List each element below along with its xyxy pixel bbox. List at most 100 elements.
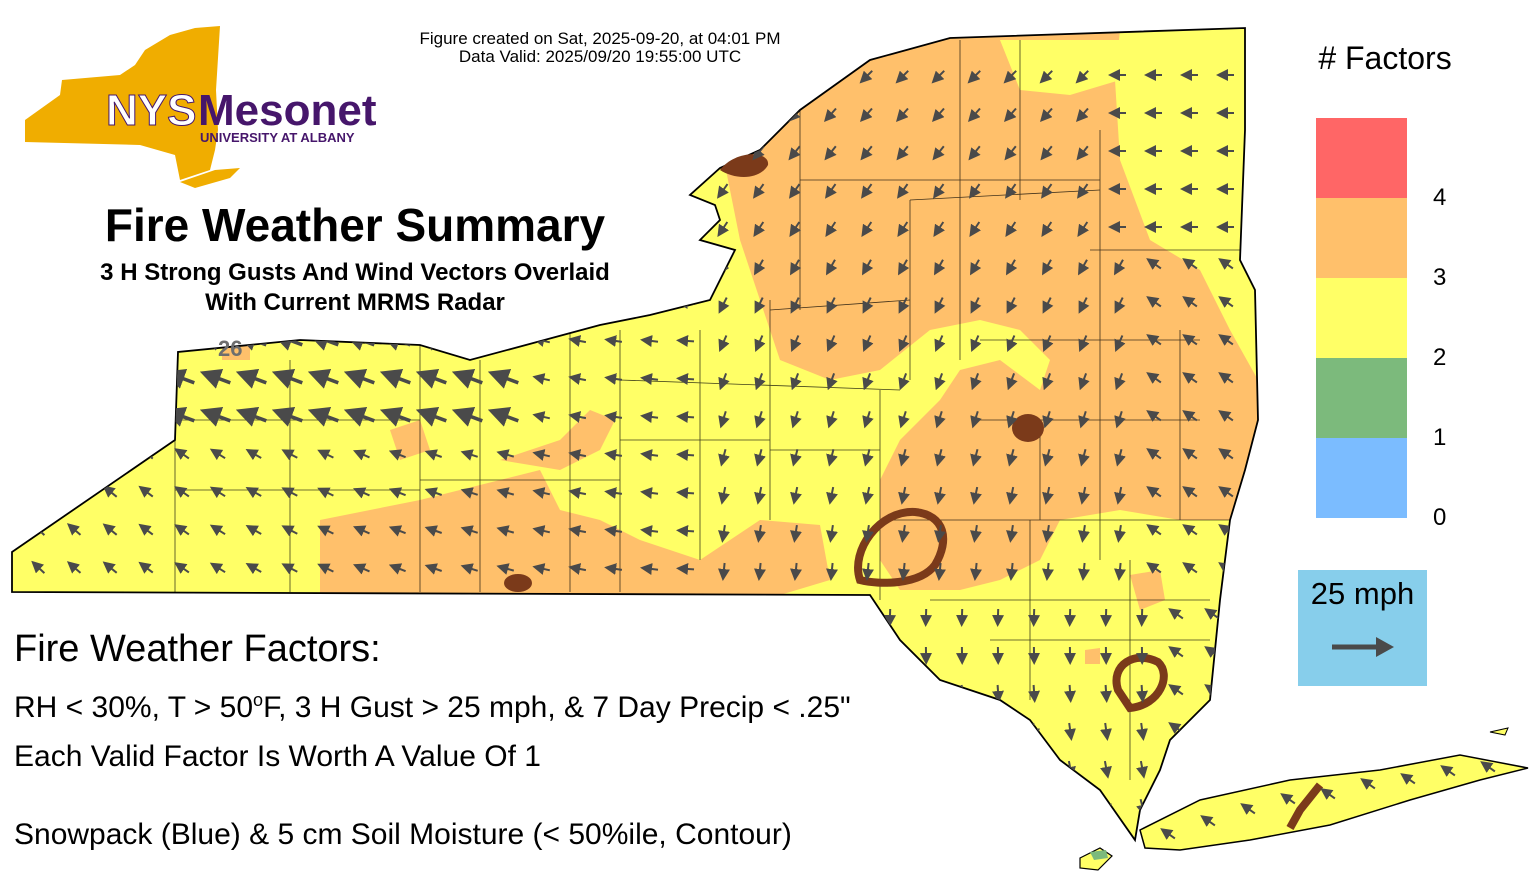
wind-vector-arrow-icon — [934, 259, 946, 276]
wind-vector-arrow-icon — [1218, 448, 1234, 460]
wind-vector-arrow-icon — [1006, 373, 1018, 391]
wind-vector-arrow-icon — [1146, 296, 1162, 308]
wind-vector-arrow-icon — [898, 297, 910, 314]
wind-vector-arrow-icon — [174, 486, 190, 498]
wind-vector-arrow-icon — [1114, 524, 1126, 543]
wind-vector-arrow-icon — [174, 448, 190, 460]
wind-vector-arrow-icon — [676, 145, 695, 157]
wind-vector-arrow-icon — [317, 449, 334, 461]
wind-vector-arrow-icon — [1136, 760, 1148, 779]
wind-vector-arrow-icon — [307, 406, 339, 427]
wind-vector-arrow-icon — [1146, 486, 1162, 498]
wind-vector-arrow-icon — [790, 410, 802, 429]
wind-vector-arrow-icon — [568, 525, 587, 537]
wind-vector-arrow-icon — [66, 485, 82, 498]
wind-vector-arrow-icon — [487, 140, 519, 161]
wind-vector-arrow-icon — [640, 487, 659, 499]
wind-vector-arrow-icon — [862, 335, 874, 352]
legend-title: # Factors — [1318, 40, 1452, 76]
wind-vector-arrow-icon — [968, 145, 981, 161]
wind-vector-arrow-icon — [568, 69, 587, 81]
wind-vector-arrow-icon — [568, 183, 587, 195]
wind-vector-arrow-icon — [1114, 448, 1126, 467]
wind-vector-arrow-icon — [163, 330, 195, 351]
snow-soil-note: Snowpack (Blue) & 5 cm Soil Moisture (< … — [14, 818, 792, 851]
wind-vector-arrow-icon — [415, 140, 447, 161]
wind-vector-arrow-icon — [969, 183, 981, 199]
wind-vector-arrow-icon — [127, 406, 159, 427]
wind-vector-arrow-icon — [640, 563, 659, 575]
wind-vector-arrow-icon — [245, 487, 262, 499]
wind-vector-arrow-icon — [992, 760, 1004, 779]
wind-vector-arrow-icon — [604, 411, 623, 423]
wind-vector-arrow-icon — [790, 297, 802, 314]
nys-mesonet-logo: NYS Mesonet UNIVERSITY AT ALBANY — [25, 26, 377, 188]
wind-vector-arrow-icon — [862, 259, 874, 276]
wind-vector-arrow-icon — [1042, 524, 1054, 543]
wind-vector-arrow-icon — [1146, 410, 1162, 422]
wind-vector-arrow-icon — [1006, 335, 1018, 352]
wind-vector-arrow-icon — [1076, 107, 1089, 122]
wind-vector-arrow-icon — [1146, 258, 1162, 270]
wind-vector-arrow-icon — [424, 525, 443, 537]
wind-vector-arrow-icon — [896, 107, 909, 122]
wind-vector-arrow-icon — [862, 410, 874, 429]
wind-vector-arrow-icon — [496, 525, 515, 537]
wind-vector-arrow-icon — [379, 64, 411, 85]
wind-vector-arrow-icon — [1204, 760, 1220, 772]
wind-vector-arrow-icon — [861, 183, 873, 199]
wind-vector-arrow-icon — [1182, 410, 1198, 422]
wind-vector-arrow-icon — [235, 368, 267, 389]
wind-vector-arrow-icon — [932, 145, 945, 161]
wind-vector-arrow-icon — [1041, 221, 1054, 238]
wind-vector-arrow-icon — [640, 411, 659, 423]
station-label: 26 — [218, 336, 242, 361]
wind-vector-arrow-icon — [898, 486, 910, 505]
wind-vector-arrow-icon — [496, 563, 515, 575]
wind-vector-arrow-icon — [1114, 335, 1126, 352]
wind-vector-arrow-icon — [451, 178, 483, 199]
wind-vector-arrow-icon — [1240, 803, 1256, 815]
wind-vector-arrow-icon — [640, 69, 659, 81]
wind-vector-arrow-icon — [898, 410, 910, 429]
wind-vector-arrow-icon — [992, 798, 1004, 817]
wind-vector-arrow-icon — [1218, 296, 1234, 308]
wind-vector-arrow-icon — [862, 486, 874, 505]
wind-vector-arrow-icon — [1042, 335, 1054, 352]
wind-vector-arrow-icon — [956, 760, 968, 779]
wind-vector-arrow-icon — [487, 64, 519, 85]
wind-vector-arrow-icon — [532, 183, 551, 195]
wind-vector-arrow-icon — [1075, 70, 1089, 84]
degree-superscript: o — [253, 690, 264, 710]
wind-vector-arrow-icon — [718, 410, 730, 429]
wind-vector-arrow-icon — [884, 684, 896, 703]
wind-vector-arrow-icon — [1480, 761, 1496, 773]
wind-vector-arrow-icon — [1182, 372, 1198, 384]
wind-vector-arrow-icon — [859, 70, 873, 84]
wind-vector-arrow-icon — [1114, 297, 1126, 314]
wind-vector-arrow-icon — [920, 684, 932, 703]
wind-vector-arrow-icon — [451, 64, 483, 85]
wind-vector-arrow-icon — [388, 449, 406, 461]
wind-vector-arrow-icon — [932, 107, 945, 122]
wind-vector-arrow-icon — [138, 523, 154, 536]
wind-vector-arrow-icon — [66, 561, 82, 574]
wind-vector-arrow-icon — [209, 486, 226, 499]
wind-vector-arrow-icon — [424, 487, 443, 499]
wind-vector-arrow-icon — [754, 486, 766, 505]
wind-vector-arrow-icon — [604, 107, 623, 119]
factors-worth: Each Valid Factor Is Worth A Value Of 1 — [14, 740, 541, 773]
wind-vector-arrow-icon — [532, 373, 551, 385]
wind-vector-arrow-icon — [823, 70, 837, 84]
wind-vector-arrow-icon — [138, 485, 154, 498]
wind-vector-arrow-icon — [209, 562, 226, 575]
wind-vector-arrow-icon — [388, 487, 406, 499]
wind-vector-arrow-icon — [568, 335, 587, 347]
wind-vector-arrow-icon — [1182, 562, 1198, 574]
criteria-part-2: F, 3 H Gust > 25 mph, & 7 Day Precip < .… — [263, 691, 851, 724]
wind-vector-arrow-icon — [415, 330, 447, 351]
wind-vector-arrow-icon — [1182, 296, 1198, 308]
wind-vector-arrow-icon — [1005, 183, 1017, 199]
wind-vector-arrow-icon — [920, 760, 932, 779]
wind-vector-arrow-icon — [920, 722, 932, 741]
